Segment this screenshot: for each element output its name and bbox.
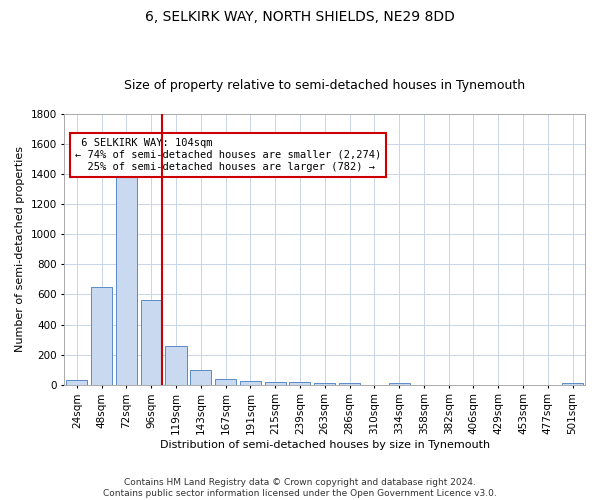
Bar: [289, 382, 310, 384]
Y-axis label: Number of semi-detached properties: Number of semi-detached properties: [15, 146, 25, 352]
Bar: [265, 382, 286, 384]
Bar: [314, 383, 335, 384]
Bar: [166, 346, 187, 385]
Bar: [67, 380, 88, 384]
Bar: [562, 383, 583, 384]
Title: Size of property relative to semi-detached houses in Tynemouth: Size of property relative to semi-detach…: [124, 79, 525, 92]
Bar: [215, 380, 236, 384]
Bar: [240, 381, 261, 384]
Bar: [116, 174, 137, 384]
Text: 6 SELKIRK WAY: 104sqm
← 74% of semi-detached houses are smaller (2,274)
  25% of: 6 SELKIRK WAY: 104sqm ← 74% of semi-deta…: [75, 138, 381, 172]
Bar: [91, 287, 112, 384]
Bar: [389, 383, 410, 384]
Text: Contains HM Land Registry data © Crown copyright and database right 2024.
Contai: Contains HM Land Registry data © Crown c…: [103, 478, 497, 498]
Text: 6, SELKIRK WAY, NORTH SHIELDS, NE29 8DD: 6, SELKIRK WAY, NORTH SHIELDS, NE29 8DD: [145, 10, 455, 24]
Bar: [140, 300, 162, 384]
X-axis label: Distribution of semi-detached houses by size in Tynemouth: Distribution of semi-detached houses by …: [160, 440, 490, 450]
Bar: [339, 383, 360, 384]
Bar: [190, 370, 211, 384]
